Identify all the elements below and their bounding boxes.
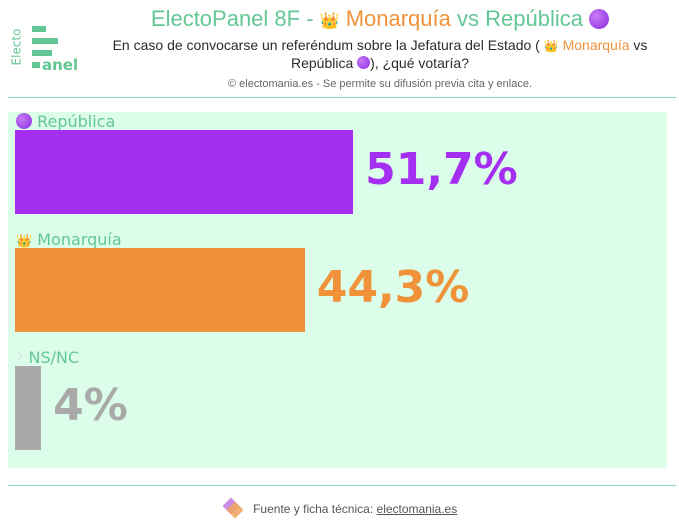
logo-bar	[32, 62, 40, 68]
title-monarquia: Monarquía	[345, 6, 451, 31]
category-label-text: Monarquía	[37, 230, 122, 249]
category-label-text: NS/NC	[28, 348, 80, 367]
bar-2	[15, 366, 42, 450]
plot-area: República 51,7% 👑 Monarquía 44,3%? NS/NC 4%	[8, 112, 667, 468]
header-divider	[8, 97, 676, 98]
chart-subtitle: En caso de convocarse un referéndum sobr…	[0, 37, 679, 72]
subtitle-text: En caso de convocarse un referéndum sobr…	[112, 37, 540, 53]
bar-1	[15, 248, 305, 332]
crown-icon: 👑	[16, 234, 33, 249]
category-label: República	[16, 112, 115, 131]
logo-bar	[32, 26, 46, 32]
purple-circle-icon	[589, 9, 610, 29]
subtitle-monarquia: Monarquía	[562, 37, 630, 53]
value-label: 44,3%	[316, 262, 470, 313]
footer-divider	[8, 485, 676, 486]
category-label-text: República	[37, 112, 116, 131]
subtitle-republica: República	[291, 55, 354, 71]
copyright-notice: © electomania.es - Se permite su difusió…	[227, 78, 533, 90]
value-label: 4%	[53, 380, 128, 431]
logo-bar	[32, 50, 52, 56]
subtitle-question: ), ¿qué votaría?	[370, 55, 469, 71]
logo-bar	[32, 38, 58, 44]
bar-0	[15, 130, 354, 214]
question-mark-icon: ?	[16, 351, 24, 367]
value-label: 51,7%	[365, 144, 518, 195]
logo-anel-text: anel	[42, 56, 79, 74]
crown-icon: 👑	[319, 13, 340, 30]
footer-text: Fuente y ficha técnica:	[253, 502, 374, 516]
title-vs: vs	[457, 6, 480, 31]
electomania-logo-icon	[222, 497, 244, 522]
title-prefix: ElectoPanel 8F -	[150, 6, 314, 31]
electopanel-logo: Electo anel	[9, 22, 78, 74]
category-label: 👑 Monarquía	[16, 230, 122, 249]
purple-circle-icon	[16, 113, 32, 129]
footer-link[interactable]: electomania.es	[376, 502, 458, 516]
subtitle-vs: vs	[633, 37, 648, 53]
title-republica: República	[485, 6, 583, 31]
chart-title: ElectoPanel 8F - 👑 Monarquía vs Repúblic…	[0, 6, 679, 32]
footer: Fuente y ficha técnica: electomania.es	[0, 497, 679, 522]
crown-icon: 👑	[543, 39, 559, 53]
purple-circle-icon	[357, 56, 371, 69]
category-label: ? NS/NC	[16, 348, 79, 367]
